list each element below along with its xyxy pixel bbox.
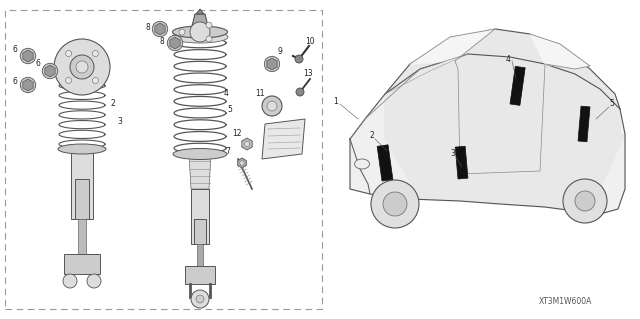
Circle shape	[92, 51, 99, 56]
Ellipse shape	[355, 159, 369, 169]
Bar	[5, 10, 322, 309]
Polygon shape	[267, 58, 277, 70]
Polygon shape	[196, 9, 204, 14]
Text: 9: 9	[278, 48, 282, 56]
Text: 2: 2	[111, 100, 115, 108]
Circle shape	[206, 22, 212, 28]
Circle shape	[190, 22, 210, 42]
Circle shape	[42, 63, 58, 79]
Circle shape	[206, 36, 212, 42]
Circle shape	[575, 191, 595, 211]
Text: 4: 4	[506, 55, 511, 63]
Polygon shape	[530, 34, 590, 69]
Ellipse shape	[173, 149, 227, 160]
Polygon shape	[155, 23, 165, 35]
Circle shape	[63, 274, 77, 288]
Circle shape	[167, 35, 182, 51]
Polygon shape	[23, 50, 33, 62]
Circle shape	[76, 61, 88, 73]
Bar	[64, 254, 100, 274]
Circle shape	[152, 21, 168, 37]
Circle shape	[563, 179, 607, 223]
Circle shape	[65, 51, 72, 56]
Bar	[578, 106, 590, 142]
Circle shape	[295, 55, 303, 63]
Circle shape	[262, 96, 282, 116]
Polygon shape	[410, 29, 495, 64]
Polygon shape	[45, 65, 55, 77]
Ellipse shape	[173, 26, 227, 38]
Circle shape	[87, 274, 101, 288]
Text: 5: 5	[609, 100, 614, 108]
Bar	[455, 146, 468, 179]
Text: 13: 13	[303, 69, 313, 78]
Ellipse shape	[58, 144, 106, 154]
Polygon shape	[350, 54, 625, 214]
Bar	[510, 66, 525, 105]
Text: 8: 8	[159, 36, 164, 46]
Text: 2: 2	[370, 131, 374, 140]
Polygon shape	[262, 119, 305, 159]
Circle shape	[240, 161, 244, 165]
Bar	[75, 179, 89, 219]
Text: 10: 10	[305, 36, 315, 46]
Text: 12: 12	[232, 130, 242, 138]
Circle shape	[196, 295, 204, 303]
Ellipse shape	[172, 31, 228, 43]
Text: 3: 3	[451, 150, 456, 159]
Circle shape	[65, 78, 72, 84]
Bar	[191, 189, 209, 244]
Text: 1: 1	[333, 97, 339, 106]
Bar	[185, 266, 215, 284]
Polygon shape	[23, 79, 33, 91]
Circle shape	[383, 192, 407, 216]
Polygon shape	[192, 14, 208, 26]
Text: 8: 8	[146, 23, 150, 32]
Text: 5: 5	[228, 105, 232, 114]
Circle shape	[92, 78, 99, 84]
Polygon shape	[242, 138, 252, 150]
Bar	[377, 145, 393, 181]
Circle shape	[54, 39, 110, 95]
Circle shape	[244, 141, 250, 147]
Text: 3: 3	[118, 117, 122, 127]
Text: 6: 6	[13, 44, 17, 54]
Circle shape	[296, 88, 304, 96]
Text: 6: 6	[13, 77, 17, 85]
Circle shape	[70, 55, 94, 79]
Circle shape	[20, 48, 36, 64]
Text: XT3M1W600A: XT3M1W600A	[538, 296, 592, 306]
Circle shape	[267, 101, 277, 111]
Bar	[71, 149, 93, 219]
Text: 4: 4	[223, 90, 228, 99]
Text: 6: 6	[36, 60, 40, 69]
Text: 7: 7	[225, 146, 230, 155]
Polygon shape	[170, 37, 180, 49]
Bar	[197, 244, 203, 274]
Circle shape	[20, 77, 36, 93]
Circle shape	[371, 180, 419, 228]
Bar	[78, 219, 86, 259]
Bar	[194, 219, 206, 244]
Polygon shape	[385, 29, 625, 211]
Circle shape	[191, 290, 209, 308]
Text: 11: 11	[255, 90, 265, 99]
Circle shape	[179, 29, 185, 35]
Polygon shape	[237, 158, 246, 168]
Polygon shape	[189, 154, 211, 189]
Circle shape	[264, 56, 280, 72]
